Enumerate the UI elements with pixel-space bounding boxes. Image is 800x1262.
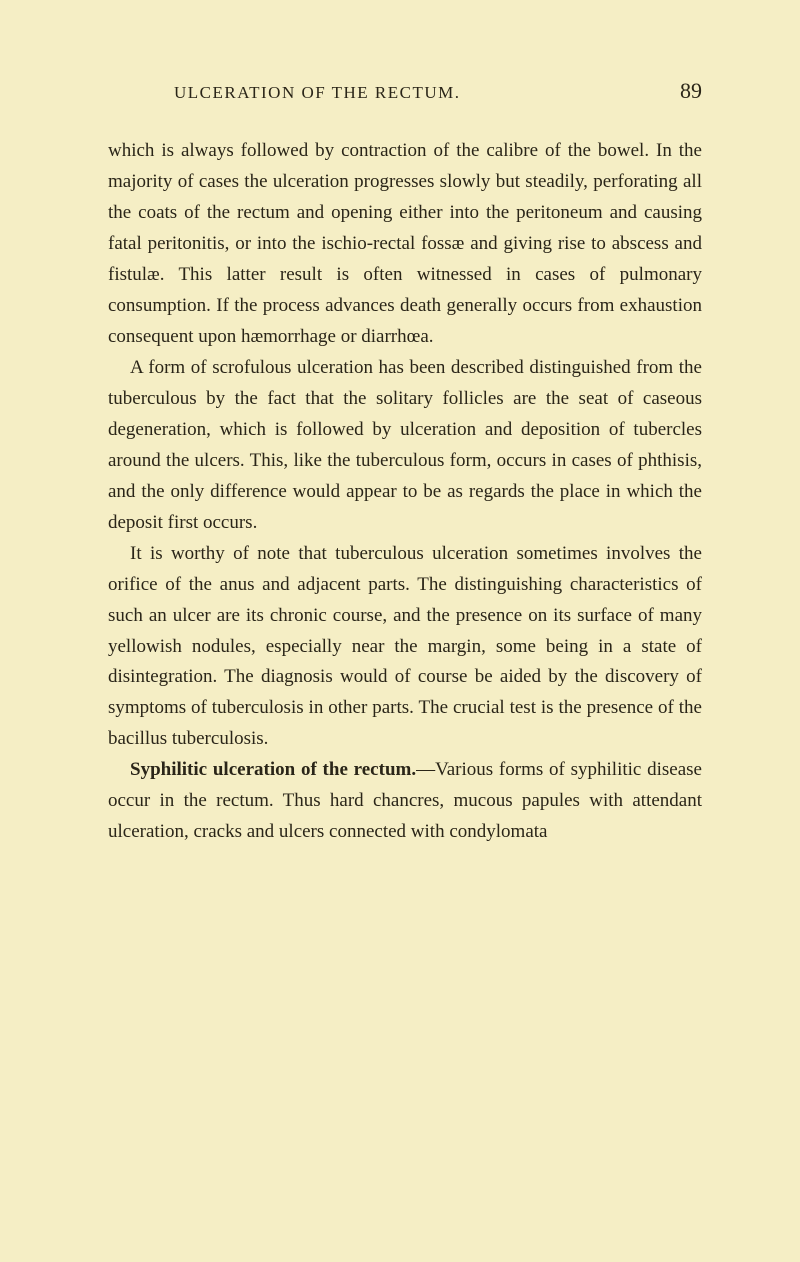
body-text: which is always followed by contraction …: [108, 136, 702, 848]
paragraph-3: It is worthy of note that tuberculous ul…: [108, 539, 702, 756]
paragraph-1: which is always followed by contraction …: [108, 136, 702, 353]
paragraph-4: Syphilitic ulceration of the rectum.—Var…: [108, 755, 702, 848]
page-header: ULCERATION OF THE RECTUM. 89: [108, 78, 702, 104]
paragraph-2: A form of scrofulous ulceration has been…: [108, 353, 702, 539]
paragraph-4-heading: Syphilitic ulceration of the rectum.: [130, 759, 416, 780]
header-title: ULCERATION OF THE RECTUM.: [174, 83, 461, 103]
page-number: 89: [680, 78, 702, 104]
